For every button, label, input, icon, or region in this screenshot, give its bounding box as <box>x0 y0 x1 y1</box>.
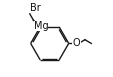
Text: Br: Br <box>29 3 40 13</box>
Text: Mg: Mg <box>34 21 48 31</box>
Text: O: O <box>72 38 80 48</box>
